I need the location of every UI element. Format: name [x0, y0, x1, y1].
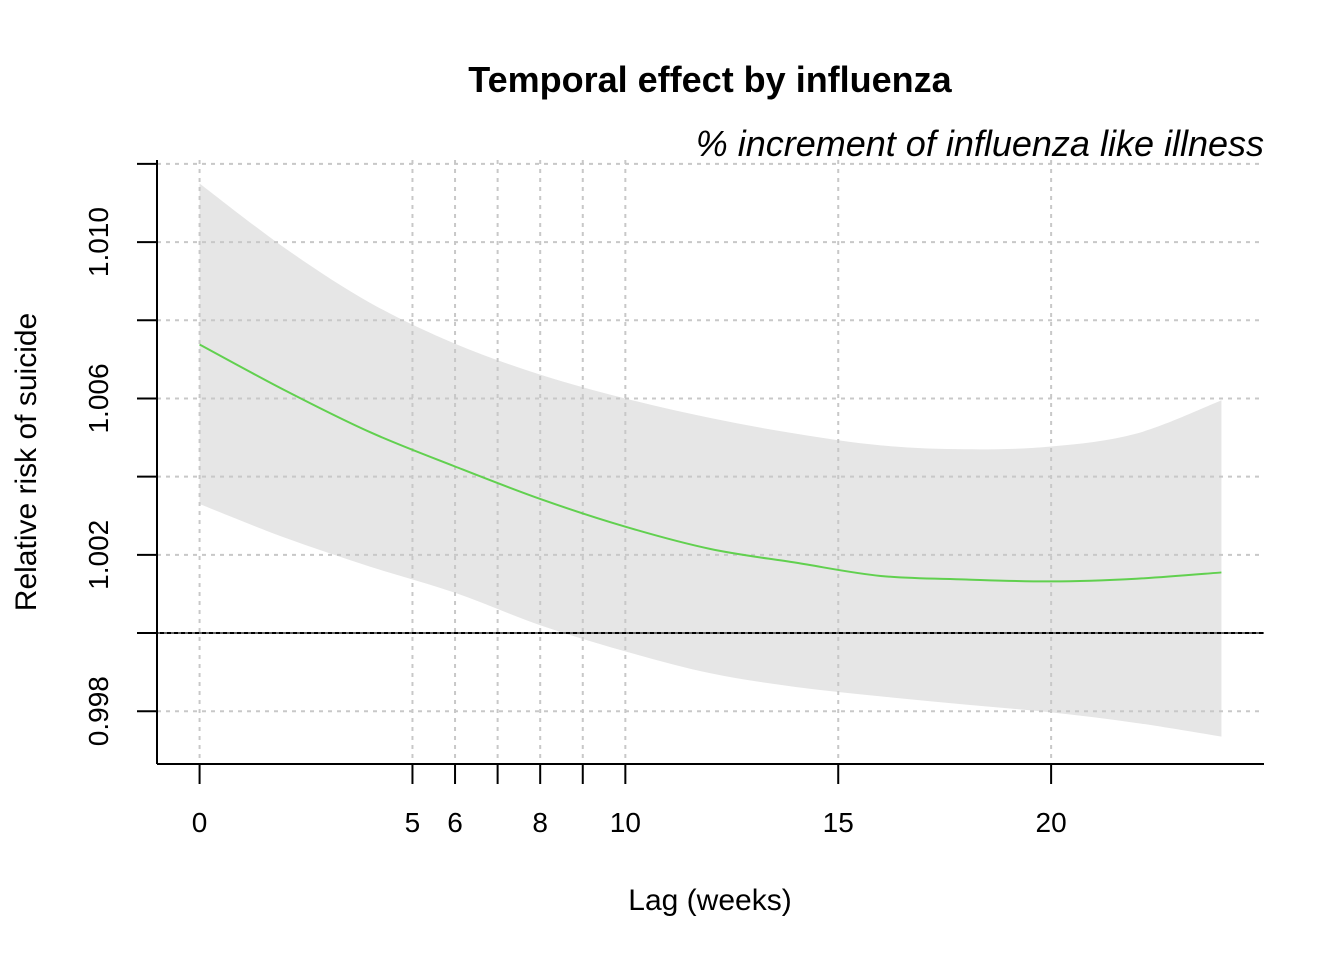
x-tick-label: 20 — [1036, 807, 1067, 838]
y-tick-label: 1.006 — [83, 363, 114, 433]
x-tick-label: 10 — [610, 807, 641, 838]
x-axis-label: Lag (weeks) — [628, 884, 791, 917]
y-axis-label: Relative risk of suicide — [10, 313, 43, 611]
x-tick-label: 8 — [532, 807, 548, 838]
axis-layer: 0 5 6 8 10 15 20 0.998 1.002 1.006 1.010 — [83, 160, 1264, 838]
confidence-band-layer — [199, 183, 1222, 737]
grid-layer — [157, 160, 1264, 764]
y-tick-label: 0.998 — [83, 676, 114, 746]
chart-subtitle: % increment of influenza like illness — [696, 123, 1264, 164]
y-tick-label: 1.002 — [83, 520, 114, 590]
effect-line — [199, 343, 1222, 583]
x-tick-label: 5 — [405, 807, 421, 838]
chart-title: Temporal effect by influenza — [468, 59, 952, 100]
confidence-band — [199, 183, 1222, 737]
effect-line-layer — [199, 343, 1222, 583]
y-tick-label: 1.010 — [83, 207, 114, 277]
x-tick-label: 6 — [447, 807, 463, 838]
x-tick-label: 15 — [823, 807, 854, 838]
x-tick-label: 0 — [192, 807, 208, 838]
